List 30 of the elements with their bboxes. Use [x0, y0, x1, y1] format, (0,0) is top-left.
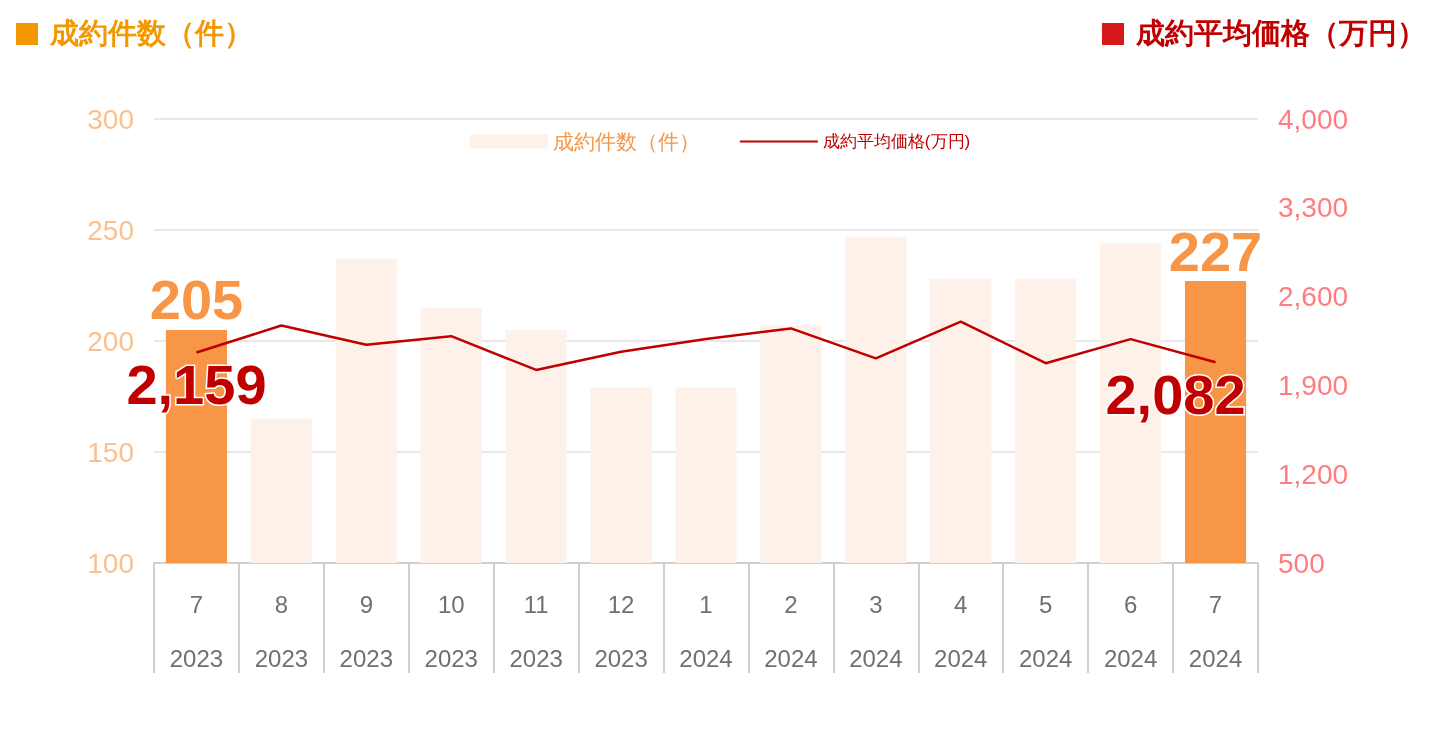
data-label: 205 — [149, 268, 244, 332]
legend-label: 成約平均価格(万円) — [822, 132, 971, 151]
y2-axis-title: 成約平均価格（万円） — [1136, 16, 1426, 51]
x-tick-label: 1 2024 — [679, 590, 733, 672]
x-tick-label: 4 2024 — [934, 590, 988, 672]
y-tick-label: 200 — [87, 325, 134, 357]
x-tick-label: 11 2023 — [509, 590, 563, 672]
y2-tick-label: 4,000 — [1278, 103, 1349, 135]
x-tick-label: 6 2024 — [1103, 590, 1158, 672]
x-tick-label: 7 2024 — [1188, 590, 1243, 672]
y-tick-label: 300 — [87, 103, 134, 135]
y2-tick-label: 500 — [1278, 547, 1325, 579]
x-tick-label: 12 2023 — [594, 590, 648, 672]
x-tick-label: 10 2023 — [424, 590, 478, 672]
x-tick-label: 9 2023 — [339, 590, 393, 672]
y-tick-label: 150 — [87, 436, 134, 468]
legend-label: 成約件数（件） — [552, 130, 700, 153]
y2-tick-label: 2,600 — [1278, 281, 1349, 313]
y2-tick-label: 1,900 — [1278, 369, 1349, 401]
y-tick-label: 100 — [87, 547, 134, 579]
x-tick-label: 3 2024 — [849, 590, 903, 672]
y-axis-title: 成約件数（件） — [50, 16, 253, 51]
x-tick-label: 7 2023 — [169, 590, 224, 672]
y2-tick-label: 3,300 — [1278, 192, 1349, 224]
data-label: 227 — [1168, 219, 1263, 283]
x-tick-label: 2 2024 — [764, 590, 818, 672]
y2-tick-label: 1,200 — [1278, 458, 1349, 490]
x-tick-label: 5 2024 — [1019, 590, 1073, 672]
y-tick-label: 250 — [87, 214, 134, 246]
x-tick-label: 8 2023 — [254, 590, 309, 672]
